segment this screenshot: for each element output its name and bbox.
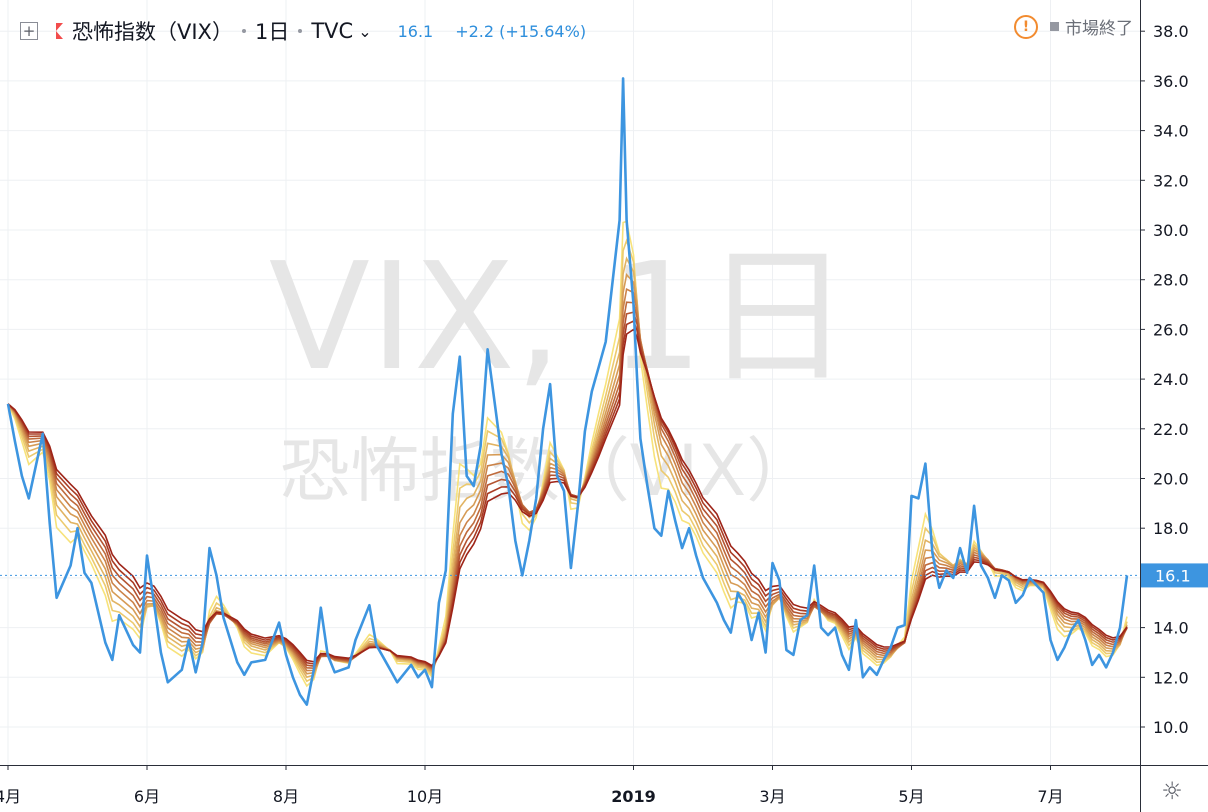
market-status[interactable]: ! 市場終了	[1014, 14, 1133, 39]
change-value: +2.2 (+15.64%)	[455, 21, 587, 41]
y-tick-label: 32.0	[1153, 171, 1189, 190]
y-tick-label: 30.0	[1153, 221, 1189, 240]
y-tick-label: 28.0	[1153, 271, 1189, 290]
y-tick-label: 12.0	[1153, 668, 1189, 687]
last-price-tag	[1141, 563, 1208, 588]
chevron-down-icon[interactable]: ⌄	[358, 21, 372, 41]
y-tick-label: 34.0	[1153, 122, 1189, 141]
x-tick-label: 6月	[134, 787, 160, 806]
separator-dot	[241, 29, 246, 33]
y-tick-label: 18.0	[1153, 519, 1189, 538]
interval-label[interactable]: 1日	[254, 20, 290, 44]
settings-gear-icon[interactable]: ☼	[1161, 777, 1183, 805]
vix-series-line[interactable]	[6, 77, 1129, 706]
x-tick-label: 2019	[611, 787, 656, 806]
x-tick-label: 5月	[898, 787, 924, 806]
flag-icon[interactable]	[56, 23, 63, 39]
y-tick-label: 36.0	[1153, 72, 1189, 91]
expand-icon[interactable]: +	[20, 22, 38, 40]
exchange-label[interactable]: TVC	[311, 19, 354, 43]
watermark-symbol: VIX, 1日	[269, 231, 852, 403]
legend-header: + 恐怖指数（VIX） 1日 TVC ⌄ 16.1 +2.2 (+15.64%)	[20, 14, 586, 48]
x-tick-label: 8月	[273, 787, 299, 806]
y-tick-label: 14.0	[1153, 619, 1189, 638]
y-tick-label: 24.0	[1153, 370, 1189, 389]
y-tick-label: 38.0	[1153, 22, 1189, 41]
y-tick-label: 22.0	[1153, 420, 1189, 439]
y-tick-label: 20.0	[1153, 470, 1189, 489]
status-square-icon	[1050, 22, 1059, 31]
x-tick-label: 7月	[1037, 787, 1063, 806]
market-status-label: 市場終了	[1065, 19, 1133, 39]
y-tick-label: 10.0	[1153, 718, 1189, 737]
symbol-name[interactable]: 恐怖指数（VIX）	[72, 20, 233, 44]
separator-dot	[298, 29, 303, 33]
last-value: 16.1	[397, 21, 434, 41]
warning-icon[interactable]: !	[1014, 14, 1038, 39]
x-tick-label: 4月	[0, 787, 21, 806]
y-tick-label: 26.0	[1153, 320, 1189, 339]
x-tick-label: 10月	[407, 787, 443, 806]
x-tick-label: 3月	[759, 787, 785, 806]
last-price-label: 16.1	[1155, 566, 1191, 585]
